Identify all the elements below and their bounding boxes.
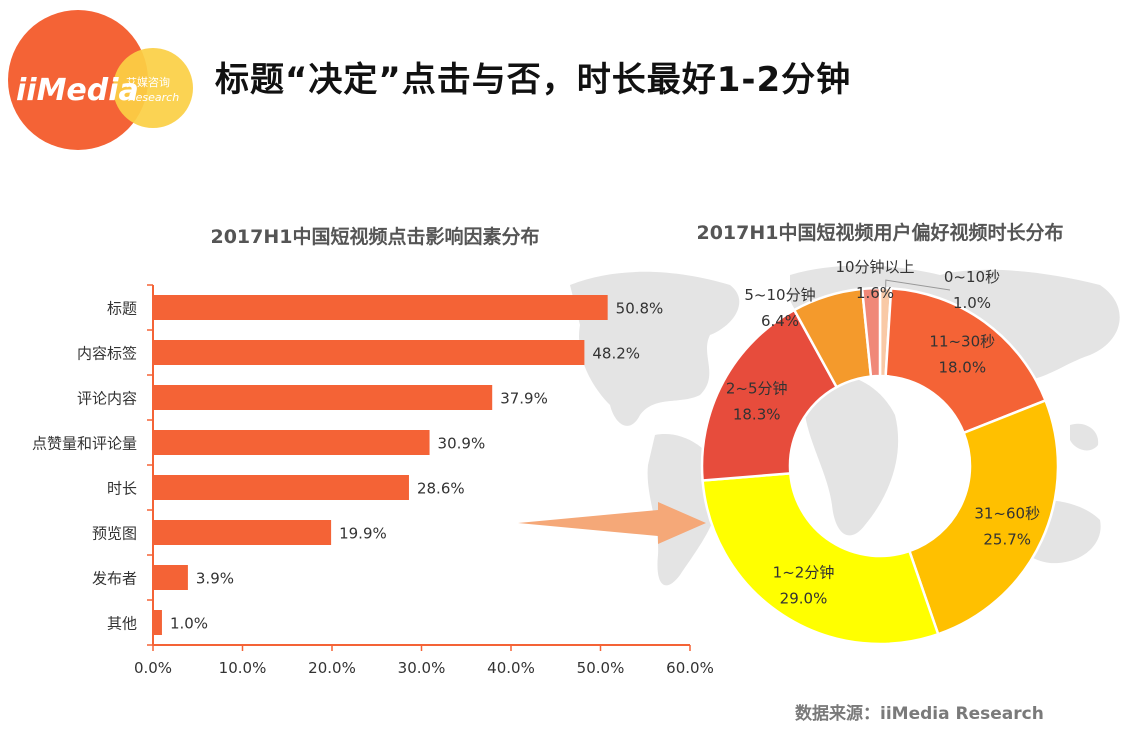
bar <box>154 475 409 500</box>
bar-value-label: 3.9% <box>196 570 234 588</box>
donut-chart-title: 2017H1中国短视频用户偏好视频时长分布 <box>696 222 1064 244</box>
bar <box>154 430 430 455</box>
donut-slice-label: 1~2分钟 <box>773 563 835 581</box>
bar-category-label: 发布者 <box>92 570 137 588</box>
bar-x-tick-label: 20.0% <box>308 659 356 677</box>
bar-x-tick-label: 40.0% <box>487 659 535 677</box>
bar-x-tick-label: 50.0% <box>577 659 625 677</box>
bar-x-tick-label: 0.0% <box>134 659 172 677</box>
bar <box>154 295 608 320</box>
bar-value-label: 19.9% <box>339 525 387 543</box>
bar <box>154 385 493 410</box>
bar <box>154 610 162 635</box>
bar-chart: 标题 50.8% 内容标签 48.2% 评论内容 37.9% 点赞量和评论量 30.9% 时长 2… <box>32 284 714 677</box>
bar-category-label: 评论内容 <box>77 390 137 408</box>
bar <box>154 340 585 365</box>
donut-value-label: 25.7% <box>983 530 1031 548</box>
bar-category-label: 点赞量和评论量 <box>32 435 137 453</box>
donut-slice <box>907 398 1060 636</box>
donut-value-label: 1.6% <box>856 284 894 302</box>
bar-value-label: 48.2% <box>592 345 640 363</box>
bar-value-label: 30.9% <box>438 435 486 453</box>
bar-chart-title: 2017H1中国短视频点击影响因素分布 <box>210 226 540 248</box>
donut-slice-label: 2~5分钟 <box>726 380 788 398</box>
donut-leader-line <box>884 279 951 295</box>
bar-category-label: 其他 <box>107 615 137 633</box>
donut-slice <box>884 287 1048 435</box>
bar <box>154 520 332 545</box>
bar-value-label: 50.8% <box>616 300 664 318</box>
bar-value-label: 28.6% <box>417 480 465 498</box>
donut-value-label: 6.4% <box>761 312 799 330</box>
logo-sub-text: Research <box>128 91 179 104</box>
donut-slice <box>700 308 839 482</box>
bar-value-label: 37.9% <box>500 390 548 408</box>
bar <box>154 565 188 590</box>
bar-category-label: 标题 <box>107 300 137 318</box>
bar-x-tick-label: 10.0% <box>219 659 267 677</box>
donut-value-label: 18.0% <box>938 359 986 377</box>
bar-category-label: 时长 <box>107 480 137 498</box>
bar-category-label: 内容标签 <box>77 345 137 363</box>
logo-main-text: iiMedia <box>16 73 139 108</box>
iimedia-logo: iiMedia 艾媒咨询 Research <box>8 10 193 150</box>
donut-value-label: 29.0% <box>780 589 828 607</box>
page-title: 标题“决定”点击与否，时长最好1-2分钟 <box>215 60 852 100</box>
donut-slice <box>860 286 882 378</box>
donut-slice-label: 5~10分钟 <box>744 286 815 304</box>
data-source-note: 数据来源：iiMedia Research <box>795 704 1044 724</box>
donut-slice-label: 0~10秒 <box>944 268 1000 286</box>
donut-chart: 11~30秒 18.0% 31~60秒 25.7% 1~2分钟 29.0% 2~5分钟 18.… <box>700 258 1060 646</box>
donut-value-label: 1.0% <box>953 294 991 312</box>
bar-category-label: 预览图 <box>92 525 137 543</box>
donut-slice-label: 10分钟以上 <box>835 258 914 276</box>
donut-slice-label: 31~60秒 <box>974 504 1040 522</box>
bar-x-tick-label: 60.0% <box>666 659 714 677</box>
bar-value-label: 1.0% <box>170 615 208 633</box>
donut-slice <box>701 471 940 646</box>
arrow-pointer-icon <box>518 502 706 544</box>
bar-x-tick-label: 30.0% <box>398 659 446 677</box>
donut-value-label: 18.3% <box>733 406 781 424</box>
logo-cn-text: 艾媒咨询 <box>126 75 170 89</box>
donut-slice-label: 11~30秒 <box>929 333 995 351</box>
